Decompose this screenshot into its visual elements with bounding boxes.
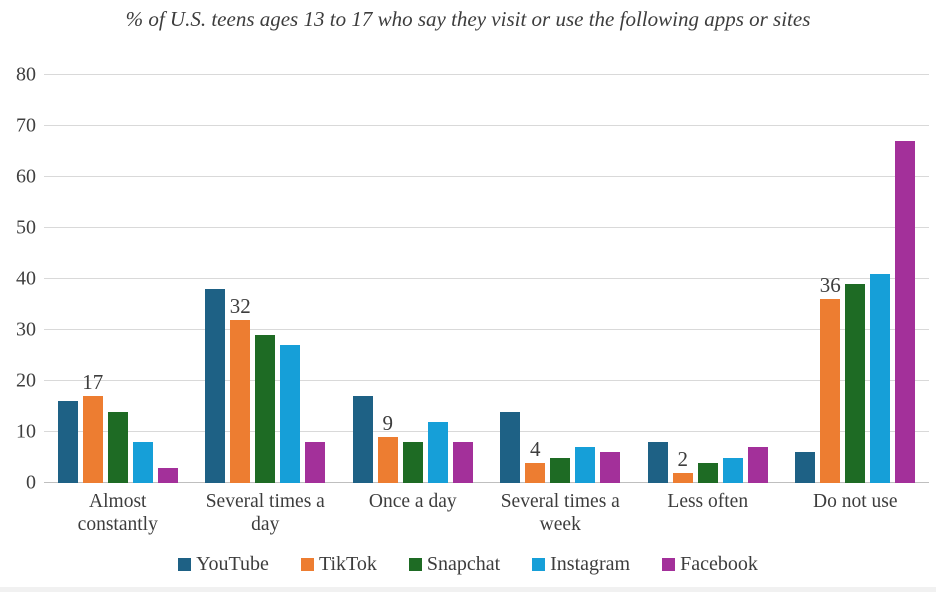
bar-snapchat-once-a-day bbox=[402, 442, 423, 483]
bar-instagram-once-a-day bbox=[427, 421, 448, 483]
bar-facebook-once-a-day bbox=[452, 442, 473, 483]
legend-item-youtube: YouTube bbox=[178, 553, 269, 576]
y-tick-label: 50 bbox=[16, 216, 36, 239]
legend-swatch-instagram bbox=[532, 558, 546, 571]
x-axis-label-cell: Almost constantly bbox=[44, 490, 192, 537]
gridline bbox=[44, 125, 929, 126]
x-axis-label-several-times-a-day: Several times a day bbox=[205, 491, 325, 536]
x-axis-label-once-a-day: Once a day bbox=[368, 491, 457, 512]
data-label-tiktok-several-times-a-week: 4 bbox=[530, 436, 541, 461]
bar-youtube-less-often bbox=[647, 442, 668, 483]
legend-swatch-youtube bbox=[178, 558, 192, 571]
legend: YouTube TikTok Snapchat Instagram Facebook bbox=[0, 553, 936, 576]
y-tick-label: 80 bbox=[16, 63, 36, 86]
y-tick-label: 10 bbox=[16, 420, 36, 443]
bar-group-less-often: 2 bbox=[634, 75, 782, 483]
gridline bbox=[44, 227, 929, 228]
legend-label-instagram: Instagram bbox=[550, 553, 631, 575]
x-axis-label-several-times-a-week: Several times a week bbox=[500, 491, 620, 536]
bars-row: 17 32 9 4 2 36 bbox=[44, 75, 929, 483]
x-axis-label-almost-constantly: Almost constantly bbox=[77, 491, 158, 536]
bar-tiktok-once-a-day: 9 bbox=[377, 411, 398, 483]
data-label-tiktok-less-often: 2 bbox=[677, 446, 689, 471]
gridline bbox=[44, 74, 929, 75]
gridline bbox=[44, 176, 929, 177]
x-axis-labels: Almost constantly Several times a day Once… bbox=[44, 490, 929, 537]
bar-instagram-less-often bbox=[722, 457, 743, 483]
bar-tiktok-several-times-a-week: 4 bbox=[525, 437, 546, 483]
bar-youtube-once-a-day bbox=[352, 396, 373, 483]
bar-instagram-do-not-use bbox=[870, 273, 891, 483]
legend-item-instagram: Instagram bbox=[532, 553, 630, 576]
y-tick-label: 20 bbox=[16, 369, 36, 392]
x-axis-label-cell: Several times a day bbox=[192, 490, 340, 537]
legend-item-snapchat: Snapchat bbox=[408, 553, 501, 576]
legend-swatch-tiktok bbox=[300, 558, 314, 571]
legend-item-tiktok: TikTok bbox=[300, 553, 377, 576]
legend-swatch-snapchat bbox=[408, 558, 422, 571]
bar-group-several-times-a-week: 4 bbox=[487, 75, 635, 483]
x-axis-label-cell: Once a day bbox=[339, 490, 487, 537]
bar-instagram-almost-constantly bbox=[132, 442, 153, 483]
data-label-tiktok-do-not-use: 36 bbox=[819, 273, 841, 298]
data-label-tiktok-once-a-day: 9 bbox=[382, 411, 394, 436]
y-tick-label: 30 bbox=[16, 318, 36, 341]
bar-facebook-do-not-use bbox=[895, 141, 916, 483]
legend-label-facebook: Facebook bbox=[680, 553, 758, 575]
x-axis-label-cell: Do not use bbox=[782, 490, 930, 537]
bar-youtube-several-times-a-week bbox=[500, 411, 521, 483]
bar-facebook-less-often bbox=[747, 447, 768, 483]
bar-snapchat-several-times-a-day bbox=[255, 335, 276, 483]
bar-group-once-a-day: 9 bbox=[339, 75, 487, 483]
y-tick-label: 60 bbox=[16, 165, 36, 188]
y-tick-label: 70 bbox=[16, 114, 36, 137]
bar-facebook-several-times-a-day bbox=[305, 442, 326, 483]
bar-snapchat-less-often bbox=[697, 462, 718, 483]
bottom-edge bbox=[0, 587, 936, 592]
chart-title: % of U.S. teens ages 13 to 17 who say th… bbox=[125, 7, 811, 31]
bar-snapchat-several-times-a-week bbox=[550, 457, 571, 483]
bar-tiktok-several-times-a-day: 32 bbox=[230, 294, 251, 483]
bar-facebook-several-times-a-week bbox=[600, 452, 621, 483]
gridline bbox=[44, 431, 929, 432]
bar-snapchat-do-not-use bbox=[845, 284, 866, 483]
bar-instagram-several-times-a-day bbox=[280, 345, 301, 483]
plot-area: 0 10 20 30 40 50 60 70 80 17 32 9 4 2 36 bbox=[16, 64, 929, 494]
x-axis-label-do-not-use: Do not use bbox=[813, 491, 898, 512]
x-axis-label-cell: Less often bbox=[634, 490, 782, 537]
bar-group-almost-constantly: 17 bbox=[44, 75, 192, 483]
legend-swatch-facebook bbox=[662, 558, 676, 571]
gridline bbox=[44, 380, 929, 381]
x-axis-line bbox=[44, 482, 929, 483]
legend-item-facebook: Facebook bbox=[662, 553, 758, 576]
bar-youtube-do-not-use bbox=[795, 452, 816, 483]
x-axis-label-less-often: Less often bbox=[667, 491, 749, 512]
bar-instagram-several-times-a-week bbox=[575, 447, 596, 483]
bar-tiktok-do-not-use: 36 bbox=[820, 273, 841, 483]
bar-group-several-times-a-day: 32 bbox=[192, 75, 340, 483]
bar-facebook-almost-constantly bbox=[157, 467, 178, 483]
data-label-tiktok-almost-constantly: 17 bbox=[82, 370, 104, 395]
bar-youtube-several-times-a-day bbox=[205, 289, 226, 483]
bar-snapchat-almost-constantly bbox=[107, 411, 128, 483]
y-tick-label: 0 bbox=[26, 471, 36, 494]
bar-tiktok-less-often: 2 bbox=[672, 447, 693, 483]
bar-group-do-not-use: 36 bbox=[782, 75, 930, 483]
x-axis-label-cell: Several times a week bbox=[487, 490, 635, 537]
gridline bbox=[44, 329, 929, 330]
y-tick-label: 40 bbox=[16, 267, 36, 290]
legend-label-snapchat: Snapchat bbox=[426, 553, 501, 575]
gridline bbox=[44, 278, 929, 279]
legend-label-youtube: YouTube bbox=[196, 553, 269, 575]
bar-tiktok-almost-constantly: 17 bbox=[82, 370, 103, 483]
legend-label-tiktok: TikTok bbox=[318, 553, 377, 575]
data-label-tiktok-several-times-a-day: 32 bbox=[229, 293, 251, 318]
bar-youtube-almost-constantly bbox=[57, 401, 78, 483]
